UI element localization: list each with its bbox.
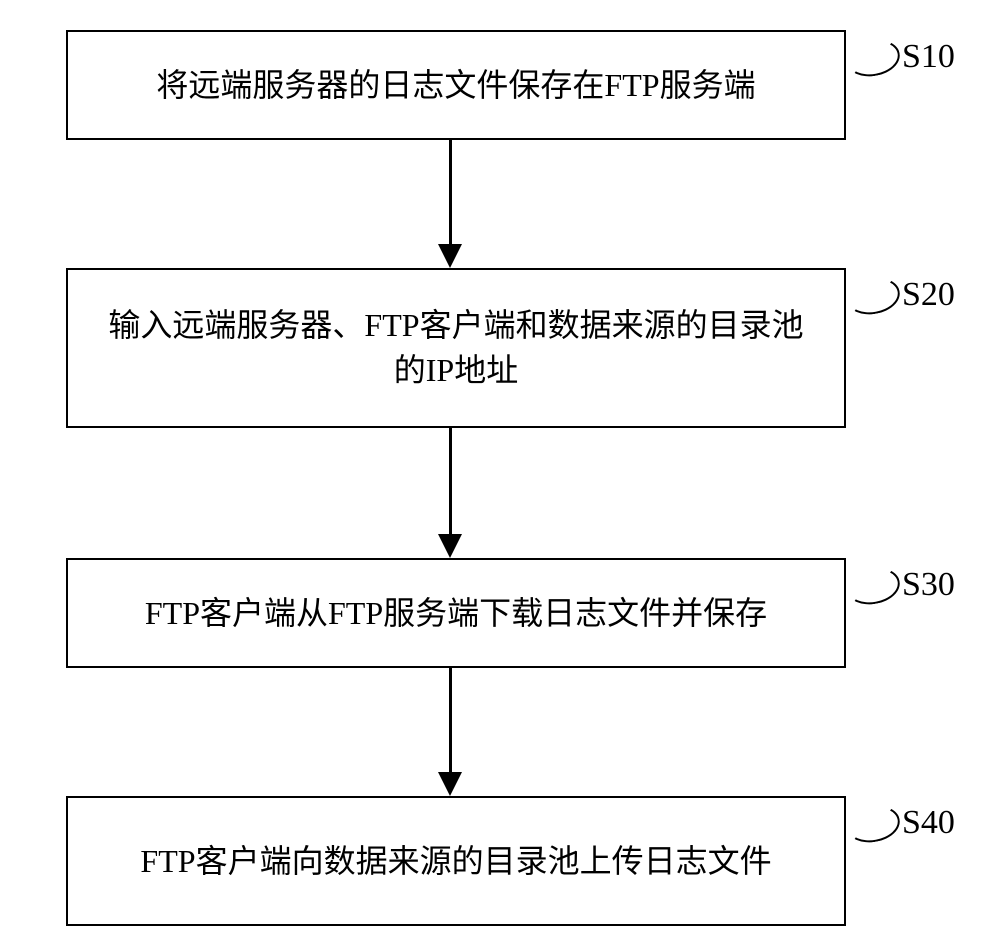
- flow-node-s40-text: FTP客户端向数据来源的目录池上传日志文件: [140, 839, 771, 884]
- flow-node-s40: FTP客户端向数据来源的目录池上传日志文件: [66, 796, 846, 926]
- edge-s30-s40: [449, 668, 452, 772]
- label-connector-s20: [843, 274, 902, 319]
- step-label-s40: S40: [902, 804, 955, 842]
- step-label-s30: S30: [902, 566, 955, 604]
- flow-node-s10: 将远端服务器的日志文件保存在FTP服务端: [66, 30, 846, 140]
- step-label-s20: S20: [902, 276, 955, 314]
- edge-s30-s40-head: [438, 772, 462, 796]
- flow-node-s30: FTP客户端从FTP服务端下载日志文件并保存: [66, 558, 846, 668]
- label-connector-s30: [843, 564, 902, 609]
- label-connector-s10: [843, 36, 902, 81]
- flow-node-s20: 输入远端服务器、FTP客户端和数据来源的目录池的IP地址: [66, 268, 846, 428]
- step-label-s10: S10: [902, 38, 955, 76]
- edge-s10-s20-head: [438, 244, 462, 268]
- edge-s20-s30-head: [438, 534, 462, 558]
- edge-s20-s30: [449, 428, 452, 534]
- flow-node-s20-text: 输入远端服务器、FTP客户端和数据来源的目录池的IP地址: [98, 303, 814, 393]
- edge-s10-s20: [449, 140, 452, 244]
- flowchart-canvas: 将远端服务器的日志文件保存在FTP服务端 S10 输入远端服务器、FTP客户端和…: [0, 0, 1000, 932]
- flow-node-s30-text: FTP客户端从FTP服务端下载日志文件并保存: [145, 591, 767, 636]
- flow-node-s10-text: 将远端服务器的日志文件保存在FTP服务端: [156, 63, 755, 108]
- label-connector-s40: [843, 802, 902, 847]
